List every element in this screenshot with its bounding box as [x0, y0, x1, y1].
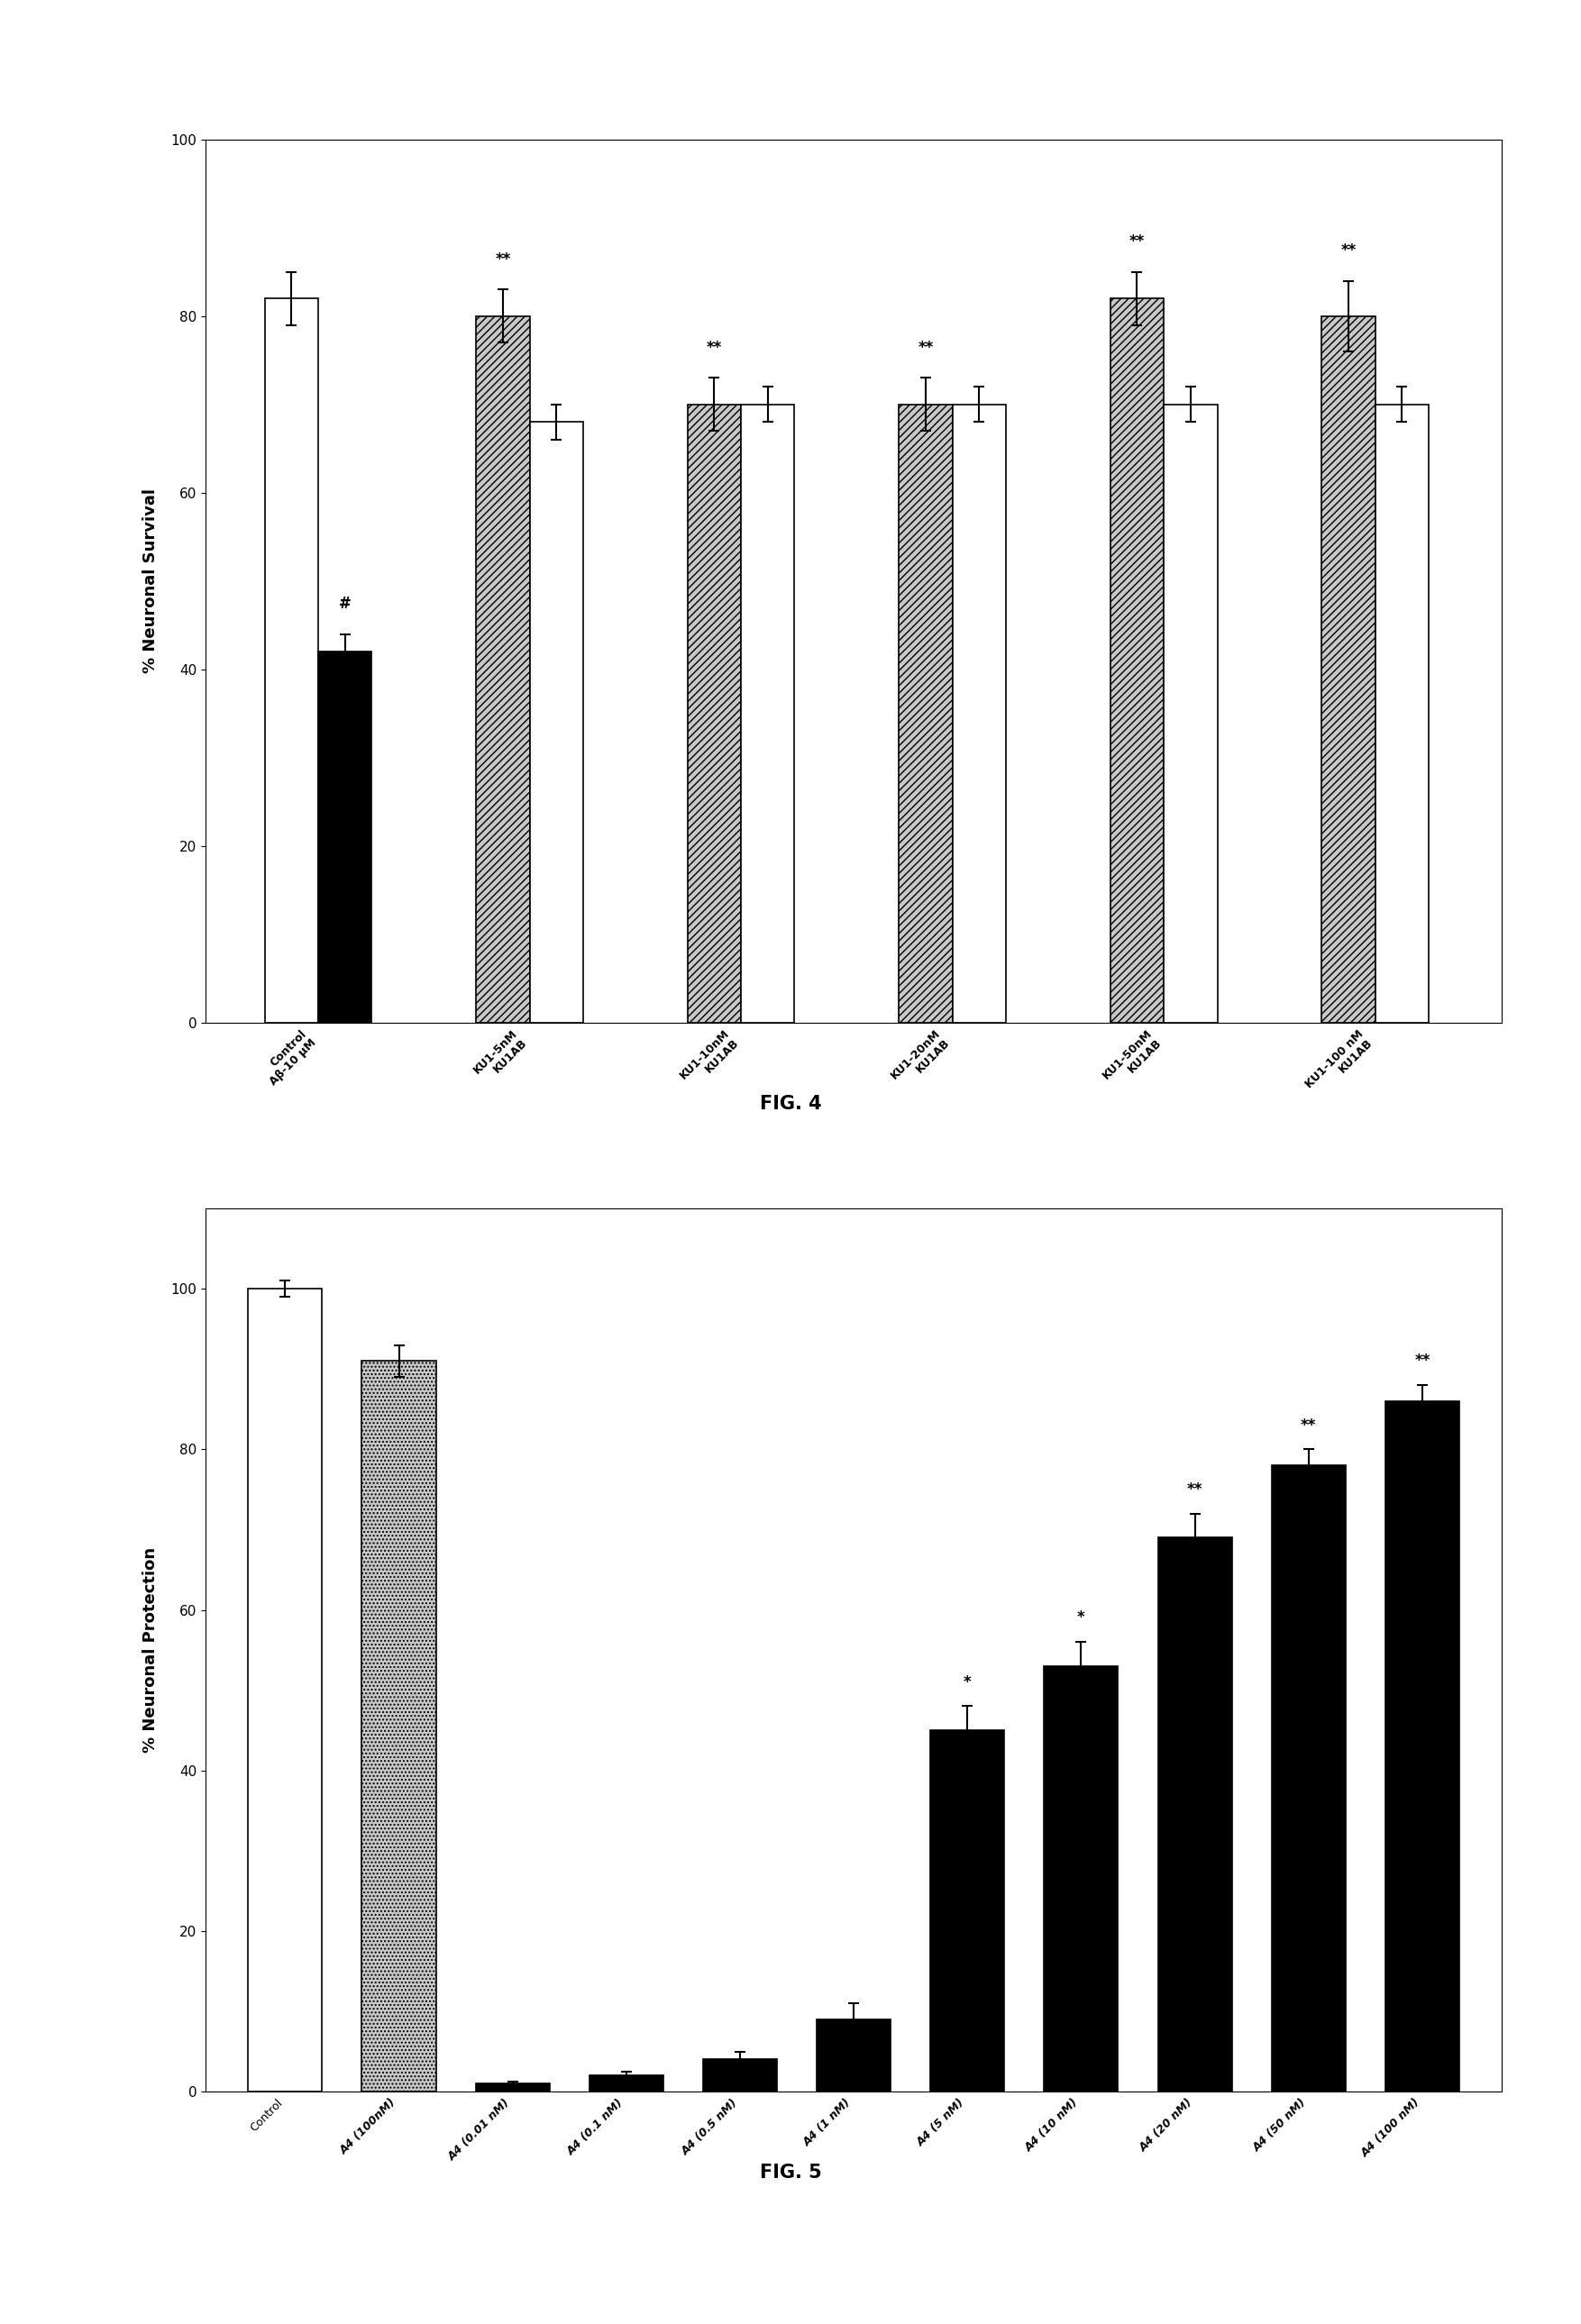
Bar: [952, 404, 1006, 1023]
Bar: [1385, 1401, 1459, 2092]
Bar: [817, 2020, 890, 2092]
Y-axis label: % Neuronal Protection: % Neuronal Protection: [142, 1548, 158, 1752]
Bar: [476, 316, 530, 1023]
Bar: [931, 1731, 1004, 2092]
Text: FIG. 5: FIG. 5: [759, 2164, 822, 2182]
Text: **: **: [919, 339, 933, 356]
Text: #: #: [338, 595, 351, 611]
Text: *: *: [1077, 1611, 1085, 1627]
Bar: [1322, 316, 1375, 1023]
Bar: [900, 404, 952, 1023]
Bar: [1043, 1666, 1118, 2092]
Text: FIG. 4: FIG. 4: [759, 1095, 822, 1113]
Bar: [1164, 404, 1217, 1023]
Bar: [1110, 297, 1164, 1023]
Bar: [590, 2075, 664, 2092]
Bar: [248, 1290, 323, 2092]
Bar: [476, 2085, 550, 2092]
Bar: [362, 1362, 436, 2092]
Bar: [1271, 1466, 1345, 2092]
Bar: [1157, 1538, 1232, 2092]
Bar: [530, 423, 583, 1023]
Text: **: **: [1129, 235, 1145, 249]
Bar: [318, 651, 372, 1023]
Y-axis label: % Neuronal Survival: % Neuronal Survival: [142, 488, 158, 674]
Text: **: **: [495, 251, 511, 267]
Text: **: **: [707, 339, 723, 356]
Bar: [264, 297, 318, 1023]
Bar: [741, 404, 795, 1023]
Text: **: **: [1415, 1353, 1431, 1369]
Text: **: **: [1187, 1480, 1203, 1497]
Bar: [1375, 404, 1429, 1023]
Text: *: *: [963, 1673, 971, 1690]
Bar: [704, 2059, 776, 2092]
Text: **: **: [1301, 1418, 1317, 1434]
Bar: [688, 404, 741, 1023]
Text: **: **: [1341, 242, 1356, 258]
